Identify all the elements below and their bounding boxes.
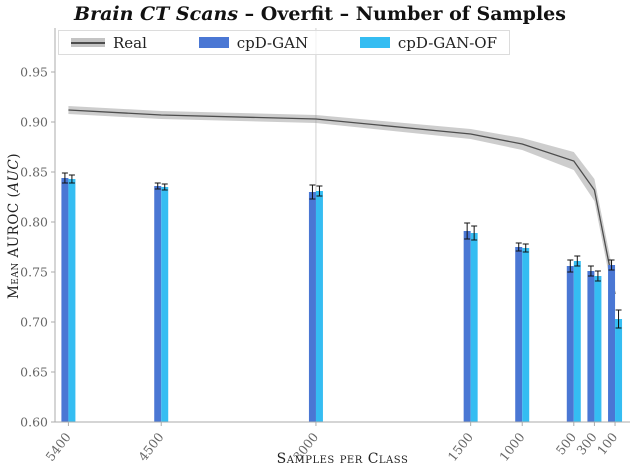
bar-cpD-GAN-300: [587, 271, 595, 422]
bar-cpD-GAN-1000: [515, 247, 523, 422]
bar-cpD-GAN-OF-3000: [315, 191, 323, 422]
y-axis-label-italic: AUC: [6, 158, 22, 192]
bar-cpD-GAN-OF-4500: [161, 187, 169, 422]
legend-label-real: Real: [113, 33, 147, 52]
bar-cpD-GAN-500: [566, 266, 574, 422]
y-tick-label: 0.65: [20, 365, 48, 380]
y-axis-label: Mean AUROC (AUC): [6, 153, 22, 299]
chart-title: Brain CT Scans – Overfit – Number of Sam…: [0, 3, 640, 25]
real-confidence-band: [68, 106, 616, 306]
legend: Real cpD-GAN cpD-GAN-OF: [58, 30, 510, 55]
bar-cpD-GAN-OF-5400: [68, 179, 76, 422]
real-line: [68, 109, 616, 295]
legend-item-cpdgan-of: cpD-GAN-OF: [359, 33, 497, 52]
bar-cpD-GAN-OF-1500: [470, 233, 478, 422]
bar-cpD-GAN-5400: [61, 178, 69, 422]
bar-cpD-GAN-OF-300: [594, 276, 602, 422]
real-band-swatch: [71, 38, 105, 47]
y-tick-label: 0.70: [20, 315, 48, 330]
bar-cpD-GAN-4500: [154, 186, 162, 422]
legend-label-cpdgan: cpD-GAN: [236, 33, 309, 52]
bar-cpD-GAN-OF-100: [615, 319, 623, 422]
y-tick-label: 0.95: [20, 65, 48, 80]
chart-title-bold: – Overfit – Number of Samples: [238, 3, 566, 25]
y-axis-label-text: Mean AUROC (: [6, 191, 22, 300]
cpdgan-color-swatch: [198, 37, 229, 48]
bar-cpD-GAN-100: [608, 265, 616, 422]
y-axis-label-suffix: ): [6, 152, 22, 159]
bar-cpD-GAN-OF-1000: [522, 248, 530, 422]
y-tick-label: 0.60: [20, 415, 48, 430]
bar-cpD-GAN-3000: [308, 192, 316, 422]
y-tick-label: 0.90: [20, 115, 48, 130]
x-axis-label: Samples per Class: [276, 451, 409, 467]
y-tick-label: 0.75: [20, 265, 48, 280]
cpdgan-of-color-swatch: [359, 37, 390, 48]
bar-cpD-GAN-1500: [463, 231, 471, 422]
chart-title-italic: Brain CT Scans: [74, 3, 239, 25]
bar-cpD-GAN-OF-500: [573, 261, 581, 422]
y-tick-label: 0.80: [20, 215, 48, 230]
y-tick-label: 0.85: [20, 165, 48, 180]
legend-item-real: Real: [71, 34, 147, 52]
legend-item-cpdgan: cpD-GAN: [198, 33, 309, 52]
legend-label-cpdgan-of: cpD-GAN-OF: [397, 33, 497, 52]
